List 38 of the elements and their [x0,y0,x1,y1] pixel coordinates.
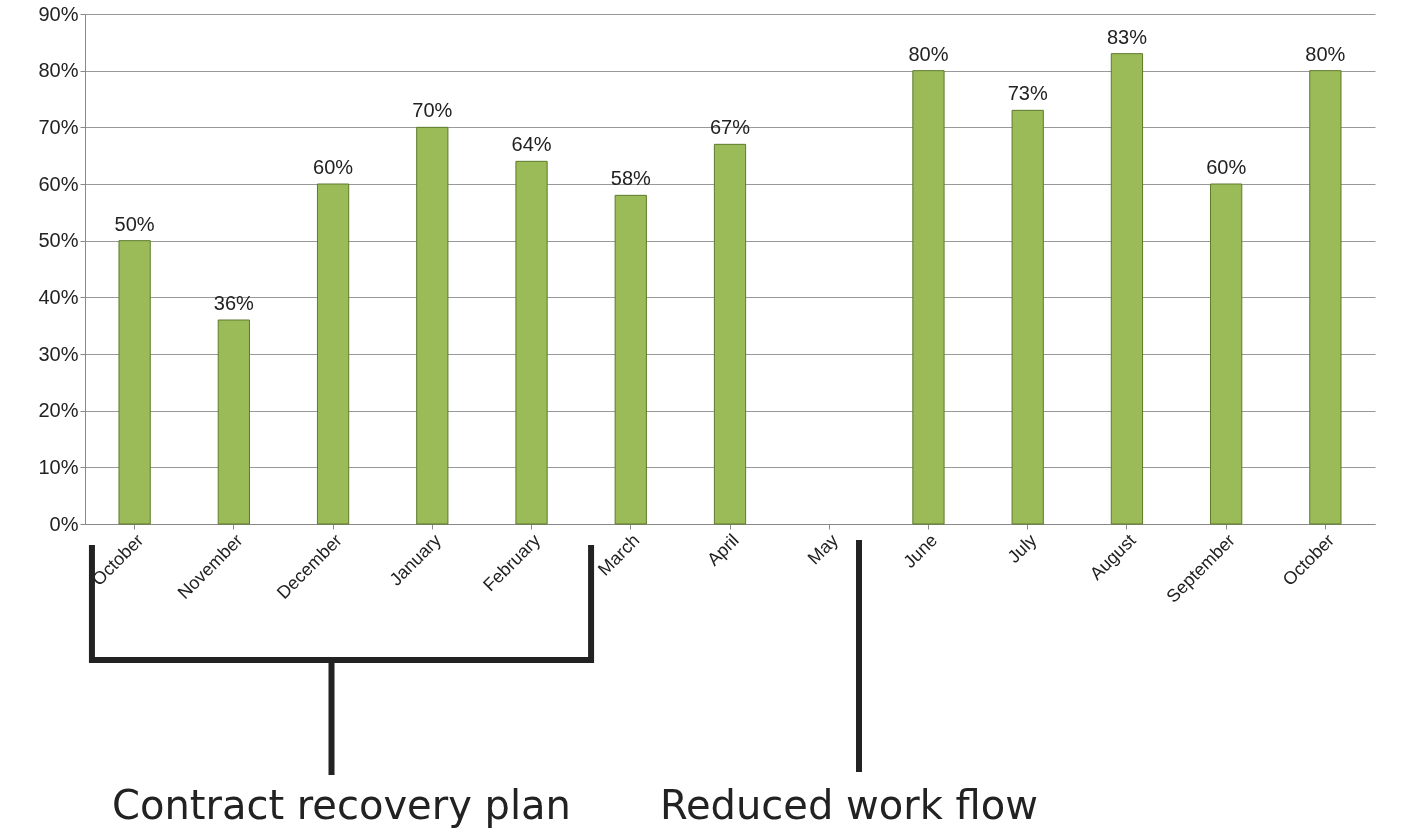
bar [1210,183,1243,525]
data-label: 70% [412,99,453,122]
x-tick-label: May [803,530,842,569]
bar [614,194,647,525]
text: Reduced work flow [660,782,1038,828]
data-label: 83% [1106,25,1148,48]
data-label: 80% [1305,42,1346,65]
bar [912,70,945,525]
y-tick-label: 10% [38,455,79,478]
data-label: 64% [511,133,552,156]
y-tick-label: 20% [38,399,79,422]
data-label: 67% [709,116,751,139]
y-tick-label: 50% [38,229,79,252]
data-label: 60% [1206,156,1247,178]
bar [1011,109,1044,525]
bar [118,240,151,525]
y-tick-label: 60% [38,172,79,195]
data-label: 58% [610,167,651,190]
y-tick-label: 70% [38,115,79,138]
bar [416,126,449,525]
y-tick-label: 0% [49,512,79,535]
y-tick-label: 90% [38,2,79,25]
data-label: 80% [908,42,949,65]
y-tick-label: 80% [38,59,79,82]
data-label: 36% [213,292,255,314]
y-tick-label: 30% [38,342,79,365]
data-label: 60% [313,156,354,178]
y-tick-label: 40% [38,285,79,308]
bar [217,319,250,525]
data-label: 50% [114,212,155,235]
bar [515,160,548,525]
text: Contract recovery plan [112,782,571,828]
bar [713,143,747,525]
x-tick-label: July [1003,530,1041,567]
bar [1110,53,1144,525]
data-label: 73% [1007,82,1048,105]
bar [1309,70,1342,525]
bar [316,183,350,525]
